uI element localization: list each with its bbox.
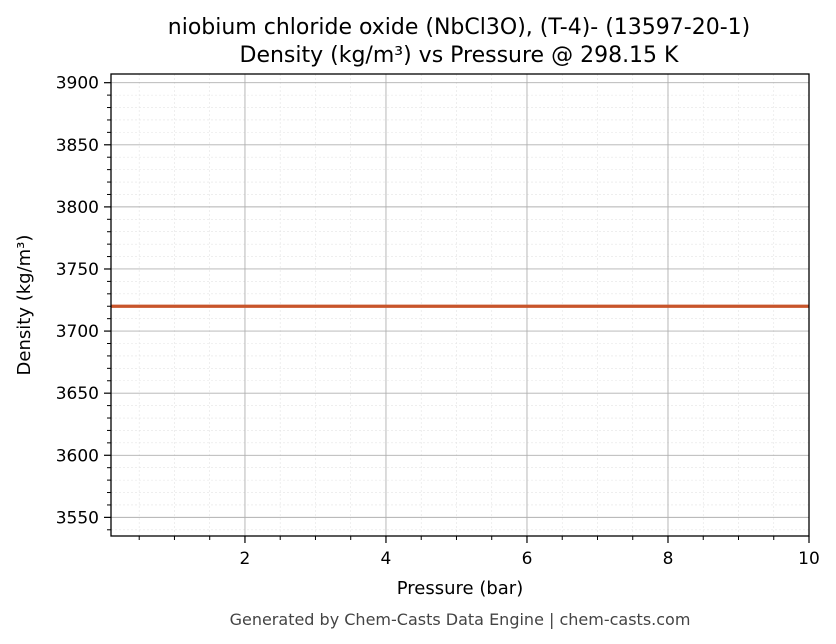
x-axis-label: Pressure (bar) [397,578,523,599]
y-tick-label: 3700 [56,322,99,342]
x-tick-label: 4 [381,549,392,569]
x-tick-labels: 2 4 6 8 10 [240,549,820,569]
plot-frame [110,73,810,537]
x-tick-label: 6 [522,549,533,569]
chart-title: niobium chloride oxide (NbCl3O), (T-4)- … [168,15,750,40]
y-tick-label: 3750 [56,260,99,280]
y-tick-label: 3900 [56,74,99,94]
chart-subtitle: Density (kg/m³) vs Pressure @ 298.15 K [240,43,680,68]
y-tick-label: 3850 [56,136,99,156]
y-tick-label: 3600 [56,446,99,466]
x-tick-label: 2 [240,549,251,569]
y-tick-labels: 3550 3600 3650 3700 3750 3800 3850 3900 [56,74,99,529]
footer-credit: Generated by Chem-Casts Data Engine | ch… [230,610,691,629]
axis-ticks [104,82,810,543]
y-axis-label: Density (kg/m³) [14,235,35,376]
y-tick-label: 3650 [56,384,99,404]
y-tick-label: 3800 [56,198,99,218]
major-gridlines [111,74,810,536]
x-tick-label: 8 [663,549,674,569]
y-tick-label: 3550 [56,508,99,528]
x-tick-label: 10 [798,549,820,569]
